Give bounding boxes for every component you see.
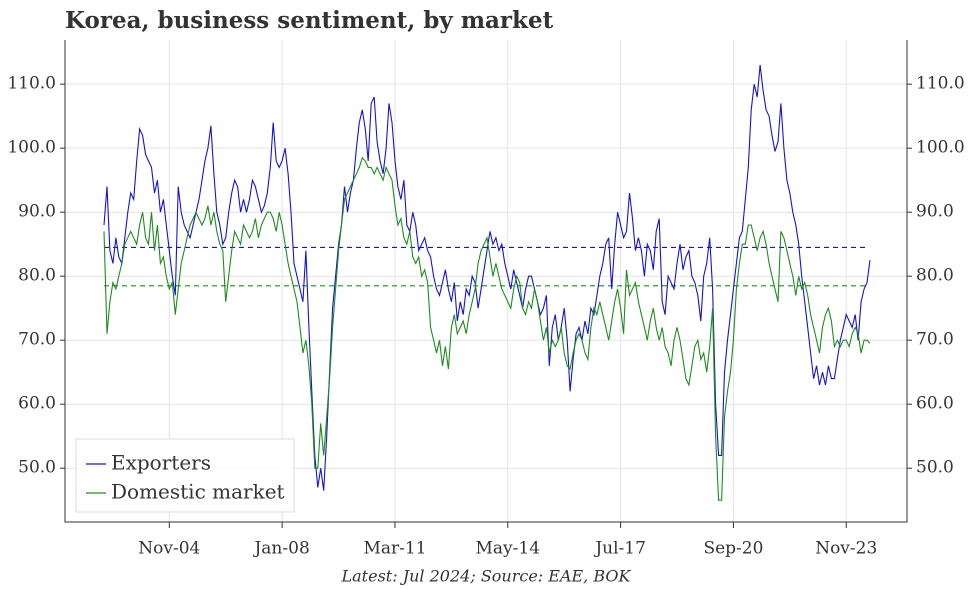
y2-tick-label: 60.0 [916, 394, 954, 414]
y-tick-label: 110.0 [7, 74, 56, 94]
footnote: Latest: Jul 2024; Source: EAE, BOK [341, 567, 632, 586]
y-tick-label: 70.0 [18, 330, 56, 350]
y2-tick-label: 100.0 [916, 138, 965, 158]
y-tick-label: 90.0 [18, 202, 56, 222]
legend-box [75, 438, 295, 513]
x-tick-label: May-14 [476, 539, 541, 559]
x-tick-label: Mar-11 [363, 539, 426, 559]
legend-label: Exporters [111, 451, 211, 475]
x-tick-label: Jan-08 [252, 539, 309, 559]
chart-title: Korea, business sentiment, by market [65, 7, 554, 34]
x-tick-label: Sep-20 [703, 539, 763, 559]
series-line [103, 156, 871, 501]
y2-tick-label: 70.0 [916, 330, 954, 350]
legend-label: Domestic market [111, 480, 285, 504]
y-tick-label: 60.0 [18, 394, 56, 414]
x-tick-label: Nov-23 [815, 539, 877, 559]
x-tick-label: Jul-17 [593, 539, 646, 559]
y2-tick-label: 90.0 [916, 202, 954, 222]
y2-tick-label: 80.0 [916, 266, 954, 286]
y-tick-label: 50.0 [18, 458, 56, 478]
y2-tick-label: 110.0 [916, 74, 965, 94]
y2-tick-label: 50.0 [916, 458, 954, 478]
axis-frame [64, 40, 908, 523]
y-tick-label: 100.0 [7, 138, 56, 158]
x-tick-label: Nov-04 [138, 539, 200, 559]
series-line [103, 64, 871, 491]
y-tick-label: 80.0 [18, 266, 56, 286]
